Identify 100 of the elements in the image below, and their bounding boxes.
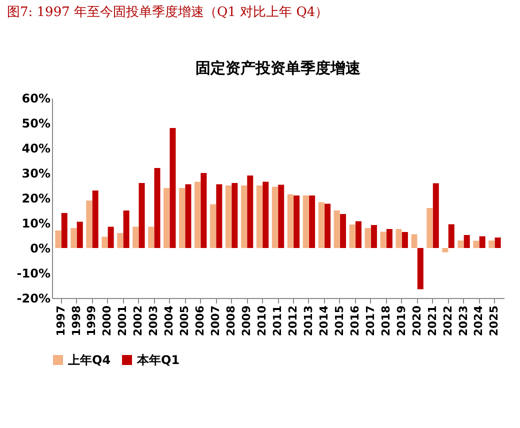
x-tick-label: 1998 xyxy=(70,306,83,336)
bar xyxy=(278,184,284,248)
chart-title: 固定资产投资单季度增速 xyxy=(196,59,362,77)
bar xyxy=(417,248,424,290)
x-tick-label: 2006 xyxy=(194,305,207,336)
bar xyxy=(55,230,62,248)
bar xyxy=(355,221,362,248)
x-tick-label: 2004 xyxy=(162,305,176,336)
bar xyxy=(272,186,278,248)
bar xyxy=(164,188,170,248)
bar xyxy=(154,168,160,248)
bar xyxy=(148,226,154,248)
bar xyxy=(334,210,340,248)
x-tick-label: 2002 xyxy=(132,306,145,336)
bar xyxy=(494,238,501,248)
y-tick-label: 50% xyxy=(22,116,50,130)
bar xyxy=(464,235,470,248)
bar xyxy=(287,194,294,248)
x-tick-label: 2022 xyxy=(441,306,454,336)
x-tick-label: 2019 xyxy=(394,306,408,336)
bar xyxy=(488,240,495,248)
bar xyxy=(76,222,83,248)
bar xyxy=(225,186,232,248)
legend-label: 上年Q4 xyxy=(67,353,111,367)
bar xyxy=(200,173,207,248)
bar xyxy=(70,228,77,248)
bar xyxy=(179,188,186,248)
y-tick-label: 0% xyxy=(30,242,50,256)
x-tick-label: 2020 xyxy=(410,305,424,336)
x-tick-label: 2017 xyxy=(364,306,377,336)
x-tick-label: 2018 xyxy=(379,306,392,336)
x-tick-label: 2007 xyxy=(209,306,222,336)
x-tick-label: 2024 xyxy=(472,305,486,336)
bar xyxy=(370,225,377,248)
bar xyxy=(442,248,448,252)
bar xyxy=(108,226,114,248)
x-tick-label: 2021 xyxy=(426,306,439,336)
x-tick-label: 2013 xyxy=(302,306,315,336)
bar xyxy=(256,186,262,248)
legend-label: 本年Q1 xyxy=(136,353,180,367)
bar xyxy=(448,224,454,248)
x-tick-label: 1999 xyxy=(85,306,98,336)
bar xyxy=(185,184,192,248)
bar xyxy=(123,210,130,248)
bar xyxy=(458,240,464,248)
bar xyxy=(240,186,247,248)
x-tick-label: 2003 xyxy=(147,306,160,336)
bar xyxy=(411,234,418,248)
bar xyxy=(138,183,145,248)
x-tick-label: 2000 xyxy=(100,305,114,336)
y-tick-label: 60% xyxy=(22,92,50,106)
bar xyxy=(473,240,480,248)
bar xyxy=(294,196,300,248)
bar xyxy=(247,176,254,248)
x-tick-label: 2014 xyxy=(317,305,330,336)
y-tick-label: -20% xyxy=(16,292,50,306)
x-tick-label: 2015 xyxy=(332,306,346,336)
bar xyxy=(170,128,176,248)
bar xyxy=(364,228,371,248)
x-tick-label: 1997 xyxy=(54,306,68,336)
y-tick-label: 10% xyxy=(22,216,50,230)
bar xyxy=(92,190,98,248)
x-tick-label: 2011 xyxy=(271,306,284,336)
x-tick-label: 2008 xyxy=(224,306,238,336)
bar xyxy=(102,236,108,248)
bar xyxy=(309,196,316,248)
bar xyxy=(132,226,139,248)
bar xyxy=(380,232,386,248)
bar xyxy=(396,229,402,248)
x-tick-label: 2012 xyxy=(286,306,300,336)
bar xyxy=(432,183,439,248)
bar xyxy=(426,208,433,248)
x-tick-label: 2001 xyxy=(116,306,130,336)
y-tick-label: 20% xyxy=(22,192,50,206)
bar xyxy=(86,200,92,248)
y-tick-label: -10% xyxy=(16,266,50,280)
bar xyxy=(318,202,324,248)
bar xyxy=(402,232,408,248)
x-tick-label: 2005 xyxy=(178,306,192,336)
bar xyxy=(349,224,356,248)
bar xyxy=(216,184,222,248)
y-tick-label: 40% xyxy=(22,142,50,156)
bar xyxy=(194,182,201,248)
bar xyxy=(210,204,216,248)
y-tick-label: 30% xyxy=(22,166,50,180)
bar xyxy=(340,214,346,248)
bar xyxy=(324,204,331,248)
caption: 图7: 1997 年至今固投单季度增速（Q1 对比上年 Q4） xyxy=(7,4,328,20)
x-tick-label: 2016 xyxy=(348,305,362,336)
bar xyxy=(61,213,68,248)
bar xyxy=(262,182,269,248)
x-tick-label: 2010 xyxy=(256,305,269,336)
bar xyxy=(386,229,392,248)
bar xyxy=(302,196,309,248)
bar xyxy=(479,236,486,248)
x-tick-label: 2025 xyxy=(488,306,501,336)
x-tick-label: 2023 xyxy=(456,306,470,336)
x-tick-label: 2009 xyxy=(240,306,254,336)
bar xyxy=(117,233,124,248)
bar xyxy=(232,183,238,248)
